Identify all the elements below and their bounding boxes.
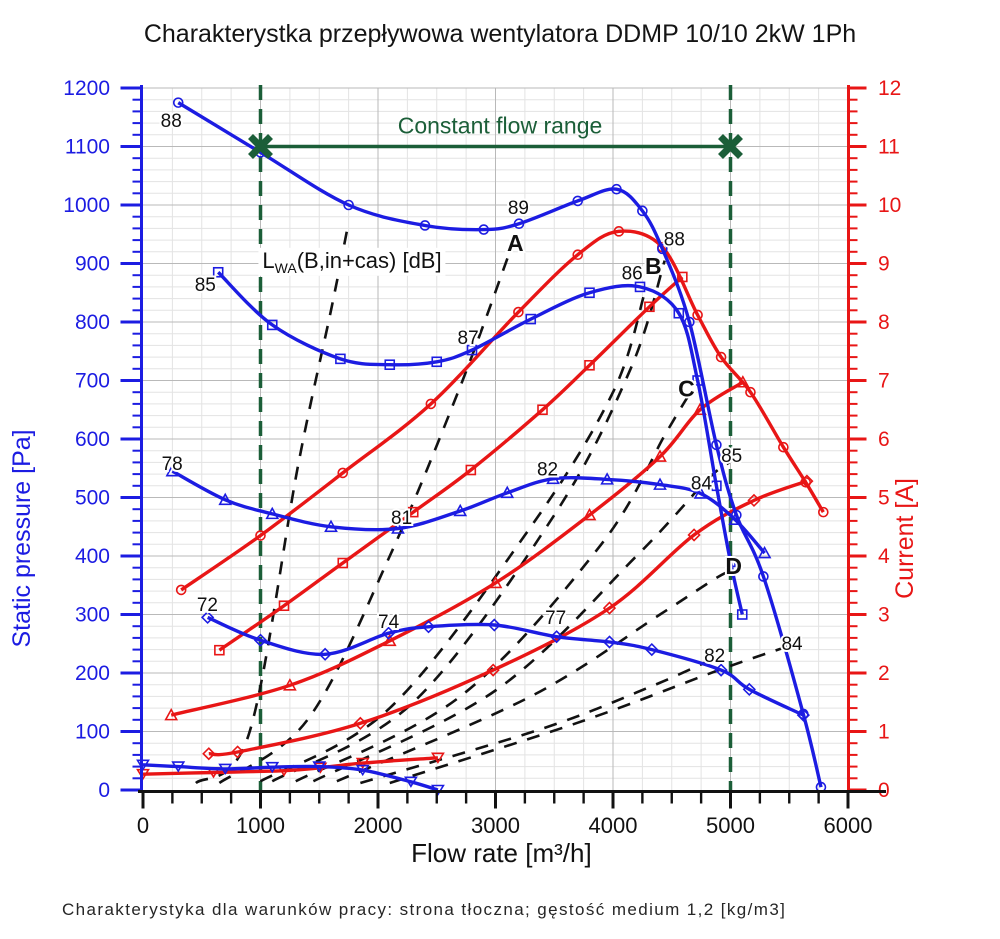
svg-text:8: 8 — [878, 311, 890, 334]
x-axis: 0 1000 2000 3000 4000 5000 6000 Flow rate [m³/h… — [137, 790, 886, 868]
svg-text:500: 500 — [75, 487, 110, 510]
svg-text:400: 400 — [75, 545, 110, 568]
lwa-pre: L — [262, 247, 275, 273]
svg-text:82: 82 — [704, 646, 725, 667]
svg-text:4000: 4000 — [589, 813, 638, 838]
svg-text:12: 12 — [878, 77, 901, 100]
svg-text:100: 100 — [75, 721, 110, 744]
svg-text:B: B — [645, 253, 662, 279]
svg-text:89: 89 — [508, 198, 529, 219]
svg-text:2: 2 — [878, 662, 890, 685]
svg-text:200: 200 — [75, 662, 110, 685]
svg-text:3000: 3000 — [471, 813, 520, 838]
svg-text:300: 300 — [75, 604, 110, 627]
svg-text:2000: 2000 — [354, 813, 403, 838]
page-title: Charakterystka przepływowa wentylatora D… — [143, 20, 857, 48]
svg-text:5000: 5000 — [706, 813, 755, 838]
svg-text:3: 3 — [878, 604, 890, 627]
svg-text:1000: 1000 — [236, 813, 285, 838]
lwa-sub: WA — [274, 260, 297, 277]
svg-text:1100: 1100 — [65, 136, 110, 159]
svg-text:800: 800 — [75, 311, 110, 334]
svg-text:78: 78 — [162, 454, 183, 475]
svg-text:88: 88 — [664, 229, 685, 250]
constant-flow-range-label: Constant flow range — [397, 112, 603, 139]
svg-text:6000: 6000 — [824, 813, 873, 838]
svg-text:74: 74 — [378, 612, 400, 633]
svg-text:Flow rate [m³/h]: Flow rate [m³/h] — [411, 838, 592, 868]
svg-text:1: 1 — [878, 721, 890, 744]
chart-caption: Charakterystyka dla warunków pracy: stro… — [62, 900, 787, 919]
flow-range-annotation — [248, 134, 743, 159]
svg-text:88: 88 — [161, 111, 182, 132]
noise-level-legend: LWA(B,in+cas) [dB] — [258, 247, 446, 277]
svg-text:85: 85 — [721, 446, 742, 467]
svg-text:84: 84 — [691, 473, 713, 494]
svg-text:0: 0 — [137, 813, 149, 838]
svg-text:4: 4 — [878, 545, 890, 568]
svg-text:1000: 1000 — [63, 194, 110, 217]
left-axis: 0 100 200 300 400 500 600 700 800 900 1000 1100 1200… — [8, 77, 143, 802]
svg-text:C: C — [678, 375, 695, 401]
svg-text:10: 10 — [878, 194, 901, 217]
lwa-post: (B,in+cas) [dB] — [296, 247, 442, 273]
svg-text:A: A — [507, 230, 524, 256]
svg-text:600: 600 — [75, 428, 110, 451]
svg-text:86: 86 — [622, 263, 643, 284]
svg-text:72: 72 — [197, 595, 218, 616]
svg-text:84: 84 — [781, 634, 803, 655]
svg-text:1200: 1200 — [63, 77, 110, 100]
svg-text:5: 5 — [878, 487, 890, 510]
noise-curves — [194, 228, 788, 785]
svg-text:D: D — [725, 553, 742, 579]
svg-text:900: 900 — [75, 253, 110, 276]
svg-text:82: 82 — [537, 459, 558, 480]
svg-text:6: 6 — [878, 428, 890, 451]
svg-text:Current [A]: Current [A] — [891, 478, 919, 599]
svg-text:77: 77 — [545, 608, 566, 629]
svg-text:9: 9 — [878, 253, 890, 276]
svg-text:81: 81 — [391, 508, 412, 529]
right-axis: 0123456789101112Current [A] — [847, 77, 919, 802]
svg-text:700: 700 — [75, 370, 110, 393]
svg-text:Static pressure [Pa]: Static pressure [Pa] — [8, 429, 36, 647]
svg-text:11: 11 — [878, 136, 900, 159]
svg-text:85: 85 — [195, 275, 216, 296]
svg-text:0: 0 — [98, 779, 110, 802]
svg-text:7: 7 — [878, 370, 890, 393]
svg-text:87: 87 — [458, 328, 479, 349]
pressure-curves — [136, 97, 827, 797]
